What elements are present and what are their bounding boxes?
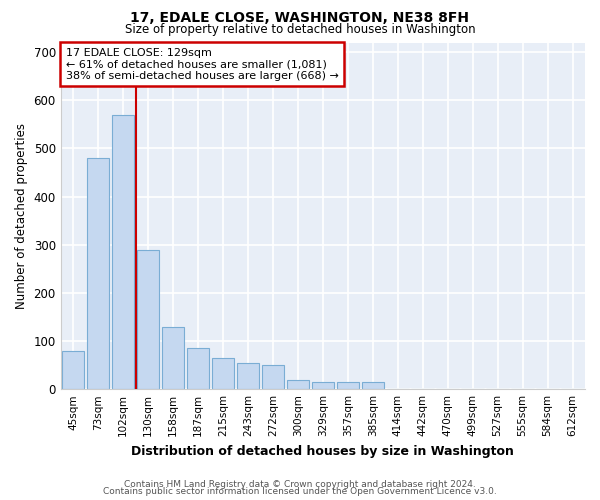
Bar [162,326,184,389]
Bar [212,358,234,389]
Text: 17, EDALE CLOSE, WASHINGTON, NE38 8FH: 17, EDALE CLOSE, WASHINGTON, NE38 8FH [131,11,470,25]
Text: Contains HM Land Registry data © Crown copyright and database right 2024.: Contains HM Land Registry data © Crown c… [124,480,476,489]
Bar [311,382,334,389]
Bar [87,158,109,389]
Bar [112,114,134,389]
Bar [62,350,85,389]
X-axis label: Distribution of detached houses by size in Washington: Distribution of detached houses by size … [131,444,514,458]
Text: Contains public sector information licensed under the Open Government Licence v3: Contains public sector information licen… [103,487,497,496]
Bar [236,362,259,389]
Y-axis label: Number of detached properties: Number of detached properties [15,123,28,309]
Bar [262,365,284,389]
Text: Size of property relative to detached houses in Washington: Size of property relative to detached ho… [125,22,475,36]
Bar [137,250,159,389]
Bar [337,382,359,389]
Bar [362,382,384,389]
Bar [187,348,209,389]
Bar [287,380,309,389]
Text: 17 EDALE CLOSE: 129sqm
← 61% of detached houses are smaller (1,081)
38% of semi-: 17 EDALE CLOSE: 129sqm ← 61% of detached… [66,48,339,81]
